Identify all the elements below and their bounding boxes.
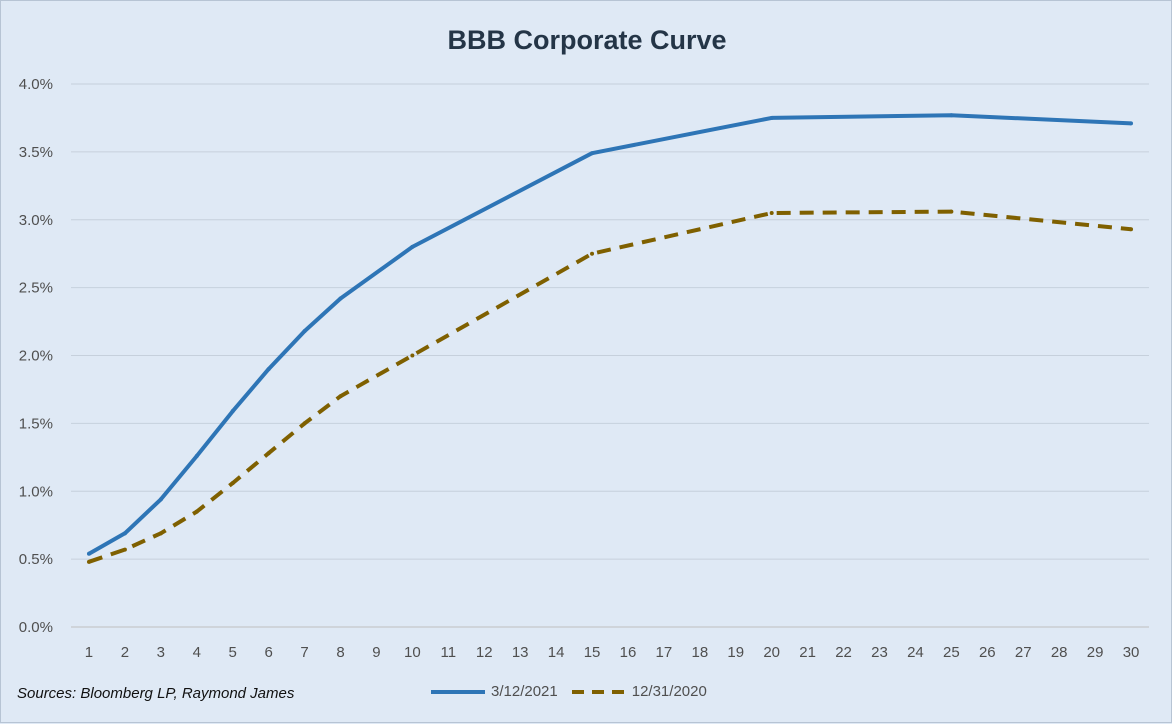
y-tick-label: 3.5% — [19, 144, 53, 161]
legend-label-series-1: 3/12/2021 — [491, 683, 558, 700]
x-tick-label: 23 — [871, 644, 888, 661]
data-point-series-1 — [302, 329, 307, 334]
data-point-series-2 — [194, 509, 199, 514]
x-tick-label: 29 — [1087, 644, 1104, 661]
x-tick-label: 1 — [85, 644, 93, 661]
x-tick-label: 14 — [548, 644, 565, 661]
data-point-series-1 — [769, 115, 774, 120]
x-tick-label: 13 — [512, 644, 529, 661]
data-point-series-1 — [1129, 121, 1134, 126]
legend-label-series-2: 12/31/2020 — [631, 683, 707, 700]
x-tick-label: 25 — [943, 644, 960, 661]
x-tick-label: 30 — [1123, 644, 1140, 661]
x-tick-label: 22 — [835, 644, 852, 661]
source-note: Sources: Bloomberg LP, Raymond James — [17, 685, 295, 702]
data-point-series-1 — [266, 367, 271, 372]
x-tick-label: 9 — [372, 644, 380, 661]
x-tick-label: 16 — [620, 644, 637, 661]
data-point-series-2 — [949, 209, 954, 214]
x-tick-label: 28 — [1051, 644, 1068, 661]
data-point-series-1 — [949, 113, 954, 118]
data-point-series-1 — [410, 244, 415, 249]
x-tick-label: 21 — [799, 644, 816, 661]
data-point-series-1 — [590, 151, 595, 156]
series-line-2 — [88, 209, 1132, 564]
x-tick-label: 11 — [441, 644, 457, 661]
x-tick-label: 24 — [907, 644, 924, 661]
data-point-series-2 — [1129, 227, 1134, 232]
y-tick-label: 0.0% — [19, 619, 53, 636]
data-point-series-1 — [158, 497, 163, 502]
data-point-series-2 — [302, 421, 307, 426]
data-point-series-2 — [86, 559, 91, 564]
x-tick-label: 5 — [229, 644, 237, 661]
legend-swatch-series-2 — [571, 689, 626, 694]
x-tick-label: 7 — [300, 644, 308, 661]
data-point-series-1 — [122, 531, 127, 536]
y-tick-label: 4.0% — [19, 76, 53, 93]
x-tick-label: 18 — [691, 644, 708, 661]
data-point-series-2 — [590, 251, 595, 256]
data-point-series-1 — [194, 453, 199, 458]
x-tick-label: 20 — [763, 644, 780, 661]
x-tick-label: 12 — [476, 644, 493, 661]
x-tick-label: 3 — [157, 644, 165, 661]
series-line-1 — [88, 113, 1132, 556]
x-tick-label: 15 — [584, 644, 601, 661]
data-point-series-2 — [410, 353, 415, 358]
chart-title: BBB Corporate Curve — [447, 25, 726, 55]
data-point-series-1 — [86, 551, 91, 556]
data-point-series-2 — [158, 531, 163, 536]
y-tick-label: 2.0% — [19, 348, 53, 365]
x-tick-label: 26 — [979, 644, 996, 661]
data-point-series-2 — [122, 547, 127, 552]
data-point-series-2 — [230, 481, 235, 486]
y-tick-label: 0.5% — [19, 551, 53, 568]
series-lines — [86, 113, 1134, 564]
legend-item-series-2: 12/31/2020 — [571, 683, 707, 700]
y-tick-label: 1.0% — [19, 483, 53, 500]
x-axis: 1 2 3 4 5 6 7 8 9 10 11 12 13 14 15 16 17 18 19 20 21 22 23 24 2… — [85, 644, 1140, 661]
x-tick-label: 17 — [656, 644, 673, 661]
x-tick-label: 10 — [404, 644, 421, 661]
legend-item-series-1: 3/12/2021 — [431, 683, 558, 700]
gridlines — [71, 83, 1149, 628]
data-point-series-2 — [266, 451, 271, 456]
legend-swatch-series-1 — [431, 689, 485, 694]
x-tick-label: 19 — [727, 644, 744, 661]
y-tick-label: 2.5% — [19, 280, 53, 297]
data-point-series-2 — [338, 394, 343, 399]
x-tick-label: 6 — [264, 644, 272, 661]
x-tick-label: 2 — [121, 644, 129, 661]
data-point-series-2 — [769, 210, 774, 215]
y-axis: 0.0% 0.5% 1.0% 1.5% 2.0% 2.5% 3.0% 3.5% 4.0% — [19, 76, 53, 636]
x-tick-label: 4 — [193, 644, 201, 661]
y-tick-label: 3.0% — [19, 212, 53, 229]
y-tick-label: 1.5% — [19, 415, 53, 432]
data-point-series-1 — [338, 296, 343, 301]
x-tick-label: 27 — [1015, 644, 1032, 661]
legend: 3/12/2021 12/31/2020 — [431, 683, 707, 700]
x-tick-label: 8 — [336, 644, 344, 661]
data-point-series-1 — [230, 409, 235, 414]
